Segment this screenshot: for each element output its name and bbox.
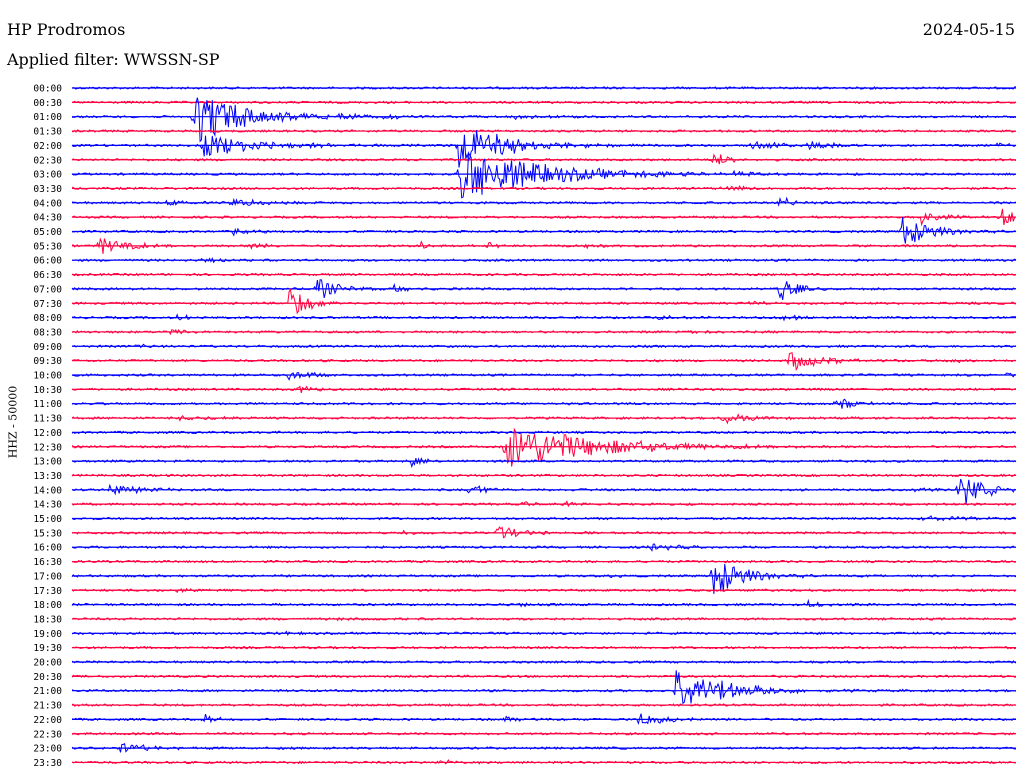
- time-label-0000: 00:00: [33, 84, 62, 95]
- time-label-0530: 05:30: [33, 241, 62, 252]
- time-label-2300: 23:00: [33, 744, 62, 755]
- station-title: HP Prodromos: [7, 20, 126, 39]
- seismic-traces: [71, 85, 1017, 765]
- time-label-1200: 12:00: [33, 428, 62, 439]
- time-label-0500: 05:00: [33, 227, 62, 238]
- time-label-1600: 16:00: [33, 543, 62, 554]
- time-label-0400: 04:00: [33, 198, 62, 209]
- time-label-1800: 18:00: [33, 600, 62, 611]
- trace-1130: [71, 413, 1017, 425]
- trace-0600: [71, 257, 1017, 264]
- trace-1300: [71, 457, 1017, 469]
- time-label-1700: 17:00: [33, 571, 62, 582]
- time-label-0130: 01:30: [33, 127, 62, 138]
- time-label-1030: 10:30: [33, 385, 62, 396]
- time-label-1730: 17:30: [33, 586, 62, 597]
- time-label-2100: 21:00: [33, 686, 62, 697]
- time-label-1330: 13:30: [33, 471, 62, 482]
- time-label-0230: 02:30: [33, 155, 62, 166]
- time-label-1530: 15:30: [33, 528, 62, 539]
- time-label-0900: 09:00: [33, 342, 62, 353]
- time-label-0800: 08:00: [33, 313, 62, 324]
- time-label-1930: 19:30: [33, 643, 62, 654]
- time-label-1500: 15:00: [33, 514, 62, 525]
- time-label-0930: 09:30: [33, 356, 62, 367]
- time-label-0200: 02:00: [33, 141, 62, 152]
- time-labels: 00:00 00:30 01:00 01:30 02:00 02:30 03:00 03:30…: [33, 84, 62, 769]
- time-label-1000: 10:00: [33, 371, 62, 382]
- trace-0400: [71, 196, 1017, 207]
- time-label-1400: 14:00: [33, 485, 62, 496]
- trace-1000: [71, 371, 1017, 381]
- time-label-0830: 08:30: [33, 327, 62, 338]
- time-label-2030: 20:30: [33, 672, 62, 683]
- trace-0730: [71, 288, 1017, 315]
- time-label-0030: 00:30: [33, 98, 62, 109]
- record-date: 2024-05-15: [922, 20, 1015, 39]
- trace-2200: [71, 713, 1017, 726]
- time-label-1900: 19:00: [33, 629, 62, 640]
- time-label-2200: 22:00: [33, 715, 62, 726]
- time-label-0330: 03:30: [33, 184, 62, 195]
- trace-0700: [71, 279, 1017, 300]
- time-label-0730: 07:30: [33, 299, 62, 310]
- trace-1400: [71, 478, 1017, 505]
- applied-filter: Applied filter: WWSSN-SP: [7, 50, 220, 69]
- time-label-0600: 06:00: [33, 256, 62, 267]
- time-label-1130: 11:30: [33, 414, 62, 425]
- time-label-0630: 06:30: [33, 270, 62, 281]
- time-label-0430: 04:30: [33, 213, 62, 224]
- time-label-1230: 12:30: [33, 442, 62, 453]
- trace-0100: [71, 97, 1017, 143]
- trace-1800: [71, 598, 1017, 608]
- time-label-2000: 20:00: [33, 658, 62, 669]
- time-label-0300: 03:00: [33, 170, 62, 181]
- time-label-2130: 21:30: [33, 701, 62, 712]
- time-label-1630: 16:30: [33, 557, 62, 568]
- time-label-1100: 11:00: [33, 399, 62, 410]
- time-label-2230: 22:30: [33, 729, 62, 740]
- trace-0500: [71, 217, 1017, 244]
- trace-0300: [71, 151, 1017, 199]
- time-label-0100: 01:00: [33, 112, 62, 123]
- time-label-1430: 14:30: [33, 500, 62, 511]
- time-label-2330: 23:30: [33, 758, 62, 769]
- time-label-1830: 18:30: [33, 614, 62, 625]
- time-label-0700: 07:00: [33, 284, 62, 295]
- time-label-1300: 13:00: [33, 457, 62, 468]
- trace-0200: [71, 130, 1017, 168]
